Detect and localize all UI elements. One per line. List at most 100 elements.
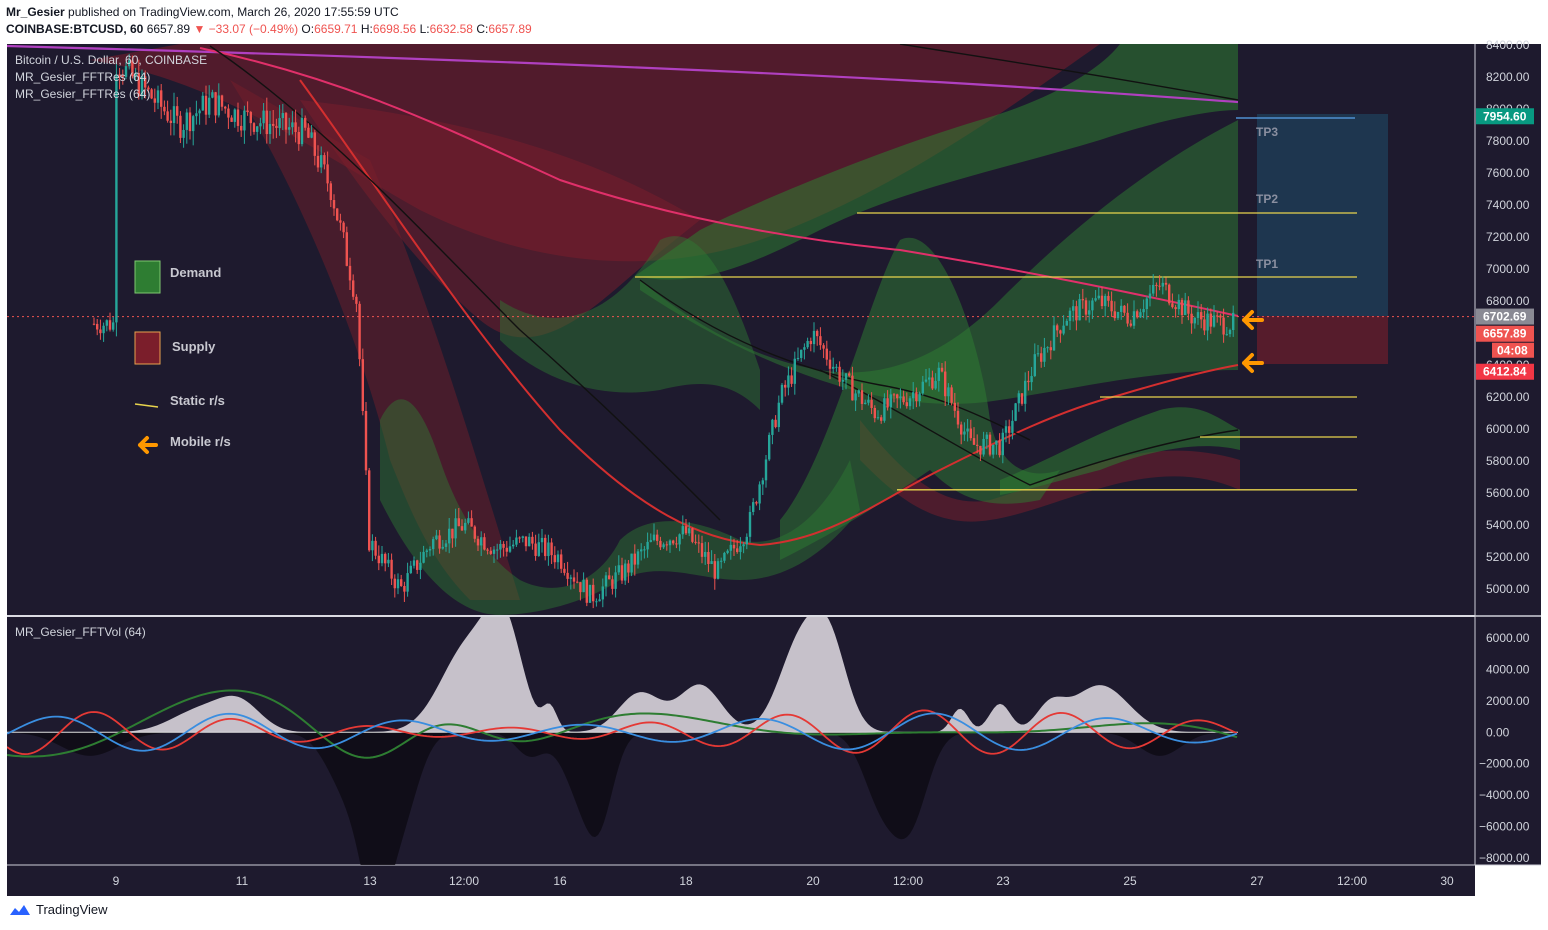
candle-body <box>1030 376 1033 383</box>
candle-body <box>284 113 288 130</box>
tp3-price-badge <box>1476 108 1534 125</box>
close-value: 6657.89 <box>488 22 532 36</box>
candle-body <box>924 379 928 382</box>
candle-body <box>153 98 156 103</box>
candle-body <box>870 399 873 408</box>
candle-body <box>1196 312 1200 318</box>
candle-body <box>822 345 825 349</box>
candle-body <box>204 95 208 115</box>
candle-body <box>1043 347 1046 362</box>
candle-body <box>963 431 966 435</box>
candle-body <box>883 398 886 421</box>
legend-indicator-1[interactable]: MR_Gesier_FFTRes (64) <box>15 70 150 84</box>
candle-body <box>230 117 233 122</box>
chart-canvas[interactable]: TP3 TP2 TP1 Bitcoin / U.S. Dollar, 60, C… <box>0 40 1548 896</box>
demand-zone-band <box>640 120 1238 404</box>
candle-body <box>1062 325 1065 334</box>
candle-body <box>294 122 297 133</box>
candle-body <box>438 535 441 549</box>
candle-body <box>195 113 198 117</box>
time-tick-label: 12:00 <box>449 874 479 888</box>
time-tick-label: 12:00 <box>1337 874 1367 888</box>
candle-body <box>448 528 451 544</box>
candle-body <box>320 155 323 168</box>
stop-zone[interactable] <box>1257 316 1388 364</box>
candle-body <box>796 357 800 359</box>
candle-body <box>185 112 188 130</box>
candle-body <box>179 115 182 138</box>
target-zone[interactable] <box>1257 114 1388 316</box>
candle-body <box>422 551 425 563</box>
candle-body <box>992 444 995 455</box>
entry-price-text: 6702.69 <box>1483 310 1527 324</box>
candle-body <box>624 563 627 581</box>
candle-body <box>192 116 195 132</box>
candle-body <box>940 367 944 372</box>
published-text: published on TradingView.com, March 26, … <box>68 5 399 19</box>
candle-body <box>662 544 665 548</box>
candle-body <box>553 555 556 563</box>
candle-body <box>476 538 480 546</box>
candle-body <box>582 579 585 593</box>
candle-body <box>985 434 988 439</box>
close-label: C: <box>476 22 489 36</box>
candle-body <box>620 565 624 581</box>
candle-body <box>361 359 364 412</box>
time-axis[interactable] <box>7 865 1475 896</box>
candle-body <box>528 536 531 547</box>
candle-body <box>275 125 278 128</box>
candle-body <box>1209 313 1212 327</box>
price-chart: TP3 TP2 TP1 <box>7 44 1475 615</box>
candle-body <box>748 511 752 537</box>
countdown-badge <box>1492 342 1534 358</box>
osc-volume-area <box>7 617 1238 733</box>
candle-body <box>710 561 713 565</box>
candle-body <box>118 74 121 76</box>
osc-tick-label: 2000.00 <box>1486 694 1530 708</box>
candle-body <box>812 330 816 345</box>
candle-body <box>1040 353 1043 362</box>
candle-body <box>1219 315 1222 318</box>
candle-body <box>1232 312 1235 331</box>
price-axis[interactable] <box>1475 44 1541 865</box>
candle-body <box>886 398 889 408</box>
countdown-text: 04:08 <box>1497 344 1528 358</box>
time-tick-label: 20 <box>806 874 820 888</box>
time-tick-label: 30 <box>1440 874 1454 888</box>
tradingview-logo[interactable]: TradingView <box>8 902 108 917</box>
tp3-label: TP3 <box>1256 125 1278 139</box>
candle-body <box>1158 285 1161 287</box>
candle-body <box>432 539 435 550</box>
candle-body <box>640 549 643 552</box>
candle-body <box>1008 426 1011 433</box>
static-levels <box>635 212 1357 491</box>
candle-body <box>1225 334 1228 336</box>
candle-body <box>995 440 998 445</box>
symbol: COINBASE:BTCUSD, 60 <box>6 22 144 36</box>
candle-body <box>358 303 361 360</box>
candle-body <box>998 440 1001 456</box>
osc-negative-area <box>7 732 1238 865</box>
candle-body <box>313 132 316 156</box>
candle-body <box>1222 317 1225 335</box>
candle-body <box>288 127 291 130</box>
candle-body <box>1056 325 1059 331</box>
candle-body <box>374 540 377 556</box>
static-label: Static r/s <box>170 393 225 408</box>
candle-body <box>656 534 659 541</box>
candle-body <box>147 87 150 90</box>
oscillator-pane[interactable] <box>7 617 1475 865</box>
author-name[interactable]: Mr_Gesier <box>6 5 65 19</box>
candle-body <box>617 565 620 573</box>
candle-body <box>384 553 387 564</box>
candle-body <box>364 411 368 471</box>
candle-body <box>713 561 716 579</box>
candle-body <box>1100 295 1104 307</box>
legend-oscillator[interactable]: MR_Gesier_FFTVol (64) <box>15 625 146 639</box>
candle-body <box>316 155 320 168</box>
candle-body <box>771 419 774 435</box>
candle-body <box>806 340 809 348</box>
candle-body <box>403 586 406 592</box>
legend-indicator-2[interactable]: MR_Gesier_FFTRes (64) <box>15 87 150 101</box>
candle-body <box>291 122 294 128</box>
